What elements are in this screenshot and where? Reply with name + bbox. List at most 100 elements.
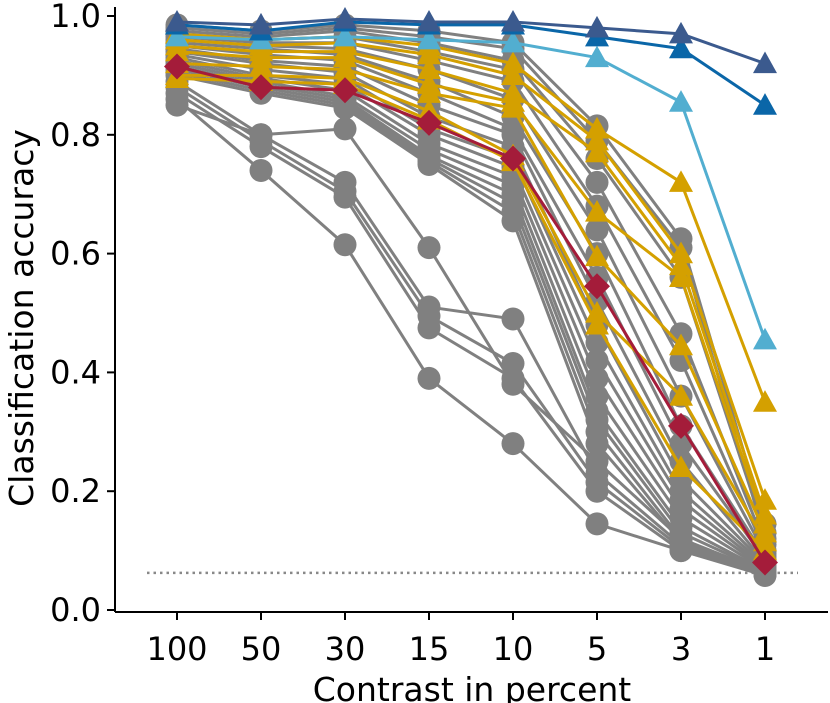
data-point (501, 9, 525, 32)
data-point (417, 81, 441, 103)
data-point (501, 307, 525, 331)
data-point (333, 6, 357, 29)
series-crimson (164, 53, 778, 576)
series-layer (164, 6, 778, 588)
series-line (176, 98, 766, 577)
data-point (501, 432, 525, 456)
data-point (416, 109, 442, 136)
data-point (417, 9, 441, 32)
series-line (176, 44, 767, 516)
x-tick-label: 5 (587, 630, 607, 668)
data-point (585, 45, 609, 68)
data-point (501, 96, 525, 118)
data-point (249, 12, 273, 35)
data-point (417, 42, 441, 65)
y-tick-label: 0.2 (50, 472, 101, 510)
series-line (176, 80, 766, 575)
data-point (585, 432, 609, 456)
x-ticks: 100 50 30 15 10 5 3 1 (146, 612, 775, 668)
x-tick-label: 1 (755, 630, 775, 668)
data-point (585, 128, 609, 151)
x-tick-label: 100 (146, 630, 207, 668)
data-point (585, 15, 609, 38)
data-point (585, 140, 609, 163)
series-line (177, 73, 767, 543)
series-gray-23 (165, 93, 777, 586)
data-point (417, 57, 441, 80)
data-point (585, 116, 609, 139)
data-point (752, 549, 778, 576)
data-point (585, 312, 609, 335)
series-line (176, 62, 766, 571)
data-point (501, 30, 525, 53)
series-line (176, 44, 767, 561)
data-point (249, 158, 273, 182)
data-point (585, 200, 609, 222)
series-line (176, 91, 766, 576)
data-point (165, 24, 189, 47)
data-point (249, 123, 273, 147)
data-point (332, 77, 358, 104)
data-point (753, 390, 777, 412)
series-line (176, 20, 766, 107)
series-line (176, 38, 767, 501)
series-line (176, 17, 766, 65)
data-point (333, 45, 357, 68)
data-point (333, 117, 357, 141)
y-tick-label: 0.6 (50, 235, 101, 273)
data-point (165, 93, 189, 117)
data-point (585, 301, 609, 323)
data-point (417, 316, 441, 340)
data-point (753, 327, 777, 350)
data-point (333, 185, 357, 209)
data-point (753, 51, 777, 74)
data-point (585, 512, 609, 536)
data-point (669, 527, 693, 551)
data-point (500, 145, 526, 172)
data-point (501, 51, 525, 74)
data-point (669, 265, 693, 287)
data-point (333, 96, 357, 120)
data-point (417, 236, 441, 260)
data-point (165, 9, 189, 32)
series-line (176, 29, 767, 534)
y-tick-label: 1.0 (50, 0, 101, 35)
series-line (176, 47, 767, 564)
data-point (669, 36, 693, 59)
series-line (176, 35, 767, 552)
data-point (248, 74, 274, 101)
data-point (501, 209, 525, 233)
x-tick-label: 10 (493, 630, 534, 668)
x-axis-label: Contrast in percent (313, 670, 632, 703)
data-point (164, 53, 190, 80)
data-point (417, 27, 441, 50)
series-lightblue (165, 24, 777, 350)
data-point (501, 372, 525, 396)
data-point (333, 233, 357, 257)
y-tick-label: 0.4 (50, 353, 101, 391)
data-point (585, 244, 609, 267)
y-axis-label: Classification accuracy (2, 129, 41, 507)
data-point (753, 93, 777, 115)
data-point (417, 366, 441, 390)
x-tick-label: 50 (241, 630, 282, 668)
series-line (176, 86, 766, 576)
data-point (165, 39, 189, 62)
data-point (585, 450, 609, 473)
y-tick-label: 0.0 (50, 591, 101, 629)
y-tick-label: 0.8 (50, 116, 101, 154)
series-line (176, 103, 766, 576)
series-darkblue (165, 6, 777, 74)
data-point (333, 24, 357, 47)
data-point (669, 384, 693, 406)
series-line (176, 70, 766, 574)
series-line (176, 53, 766, 567)
data-point (669, 333, 693, 356)
data-point (669, 21, 693, 44)
data-point (585, 218, 609, 242)
x-tick-label: 3 (671, 630, 691, 668)
data-point (668, 412, 694, 439)
data-point (585, 170, 609, 194)
series-line (176, 50, 767, 525)
